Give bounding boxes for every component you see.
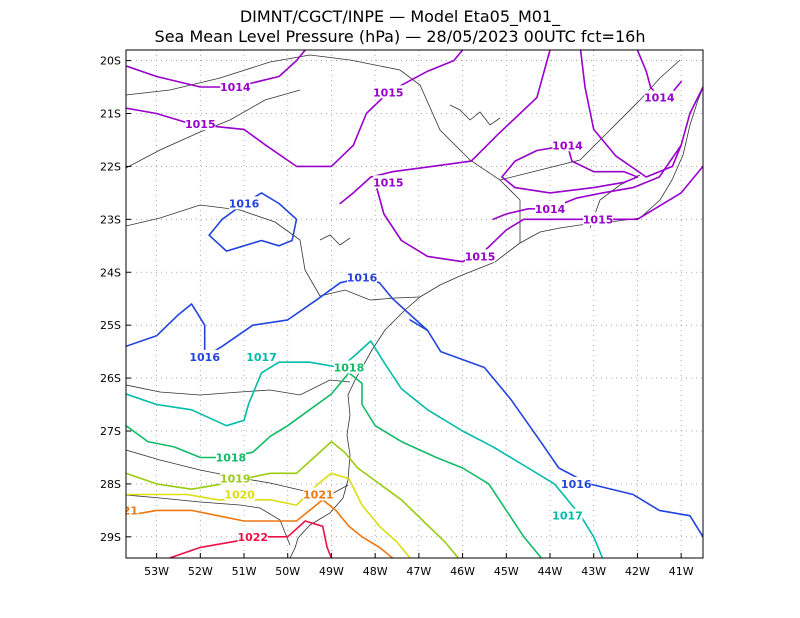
isobar-label: 1016: [347, 272, 378, 285]
isobar-label: 1016: [561, 478, 592, 491]
isobar-1015: [126, 50, 464, 168]
isobar-label: 1014: [644, 92, 675, 105]
isobar-label-backdrop: [126, 503, 139, 517]
isobar-label-backdrop: [373, 85, 404, 99]
state-border: [126, 204, 421, 301]
lon-tick-label: 45W: [494, 565, 519, 578]
state-border: [126, 494, 291, 546]
lat-tick-label: 22S: [100, 160, 121, 173]
isobar-1014: [492, 86, 703, 221]
isobar-label-backdrop: [303, 487, 334, 501]
river: [449, 104, 501, 126]
lat-tick-label: 21S: [100, 108, 121, 121]
isobar-label: 1017: [552, 510, 583, 523]
isobar-label-backdrop: [215, 450, 246, 464]
lon-tick-label: 44W: [538, 565, 563, 578]
isobar-label: 1018: [216, 451, 247, 464]
isobar-label: 1014: [552, 139, 583, 152]
isobar-label-backdrop: [246, 349, 277, 363]
isobar-1016: [203, 276, 429, 358]
isobar-label: 1021: [303, 489, 334, 502]
isobar-label-backdrop: [333, 360, 364, 374]
lon-tick-label: 49W: [319, 565, 344, 578]
state-border: [499, 59, 681, 181]
lon-tick-label: 48W: [363, 565, 388, 578]
lon-tick-label: 42W: [625, 565, 650, 578]
isobar-label-backdrop: [552, 138, 583, 152]
isobar-label: 1019: [220, 473, 251, 486]
isobar-label: 1016: [189, 351, 220, 364]
isobar-label: 1018: [334, 362, 365, 375]
isobar-label: 21: [123, 504, 138, 517]
isobar-1017: [126, 340, 604, 558]
title-line-2: Sea Mean Level Pressure (hPa) — 28/05/20…: [155, 27, 646, 46]
isobar-1014: [501, 144, 639, 194]
isobar-label: 1015: [583, 213, 614, 226]
isobar-label: 1022: [237, 531, 268, 544]
lon-tick-label: 50W: [275, 565, 300, 578]
isobar-label-backdrop: [220, 471, 251, 485]
lon-tick-label: 52W: [188, 565, 213, 578]
lat-tick-label: 23S: [100, 213, 121, 226]
river: [319, 234, 351, 246]
title-line-1: DIMNT/CGCT/INPE — Model Eta05_M01_: [240, 7, 561, 27]
isobar-1022: [168, 520, 333, 558]
lon-tick-label: 53W: [144, 565, 169, 578]
state-border: [126, 379, 351, 396]
isobar-1014: [126, 50, 306, 88]
isobar-label-backdrop: [535, 201, 566, 215]
lon-tick-label: 51W: [232, 565, 257, 578]
isobar-label-backdrop: [583, 212, 614, 226]
isobar-label: 1015: [373, 176, 404, 189]
isobar-label-backdrop: [644, 90, 675, 104]
isobar-1016: [409, 319, 703, 538]
latitude-tick-labels: 20S 21S 22S 23S 24S 25S 26S 27S 28S 29S: [100, 55, 131, 544]
longitude-tick-labels: 53W 52W 51W 50W 49W 48W 47W 46W 45W 44W 43W 42W 41W: [144, 553, 694, 578]
isobar-label: 1016: [229, 197, 260, 210]
isobar-1018: [126, 372, 543, 558]
isobar-label: 1014: [535, 203, 566, 216]
lon-tick-label: 43W: [581, 565, 606, 578]
isobar-label: 1015: [373, 86, 404, 99]
lat-tick-label: 28S: [100, 478, 121, 491]
isobar-1016: [126, 303, 206, 358]
lat-tick-label: 26S: [100, 372, 121, 385]
lat-tick-label: 29S: [100, 531, 121, 544]
lon-tick-label: 41W: [669, 565, 694, 578]
plot-frame: [125, 49, 704, 559]
coastline-and-borders: [126, 54, 703, 558]
lat-tick-label: 20S: [100, 55, 121, 68]
lat-tick-label: 24S: [100, 266, 121, 279]
isobar-label-backdrop: [347, 270, 378, 284]
isobar-label: 1015: [185, 118, 216, 131]
isobar-1014: [636, 50, 682, 99]
isobar-label-backdrop: [561, 476, 592, 490]
lat-tick-label: 25S: [100, 319, 121, 332]
lon-tick-label: 47W: [406, 565, 431, 578]
isobar-label-backdrop: [237, 529, 268, 543]
isobar-label-backdrop: [465, 249, 496, 263]
coastline: [289, 87, 703, 558]
isobar-label-backdrop: [552, 508, 583, 522]
isobar-1015: [339, 50, 551, 205]
lon-tick-label: 46W: [450, 565, 475, 578]
isobar-label-backdrop: [185, 117, 216, 131]
isobar-label-backdrop: [373, 175, 404, 189]
map-area: 1014 1014 1014 1014 1015 1015 1015 1015 1015 1016…: [123, 50, 703, 558]
isobar-label-backdrop: [224, 487, 255, 501]
isobar-label: 1020: [224, 489, 255, 502]
isobar-label: 1014: [220, 81, 251, 94]
isobar-labels: 1014 1014 1014 1014 1015 1015 1015 1015 1015 1016…: [123, 80, 675, 544]
isobar-1021: [126, 499, 394, 558]
isobar-label-backdrop: [189, 349, 220, 363]
isobar-label: 1017: [246, 351, 277, 364]
isobar-1019: [126, 440, 459, 558]
isobar-label-backdrop: [220, 80, 251, 94]
isobar-1015: [374, 165, 703, 263]
lat-tick-label: 27S: [100, 425, 121, 438]
isobar-1015: [579, 50, 682, 178]
isobar-label-backdrop: [229, 196, 260, 210]
isobar-label: 1015: [465, 250, 496, 263]
